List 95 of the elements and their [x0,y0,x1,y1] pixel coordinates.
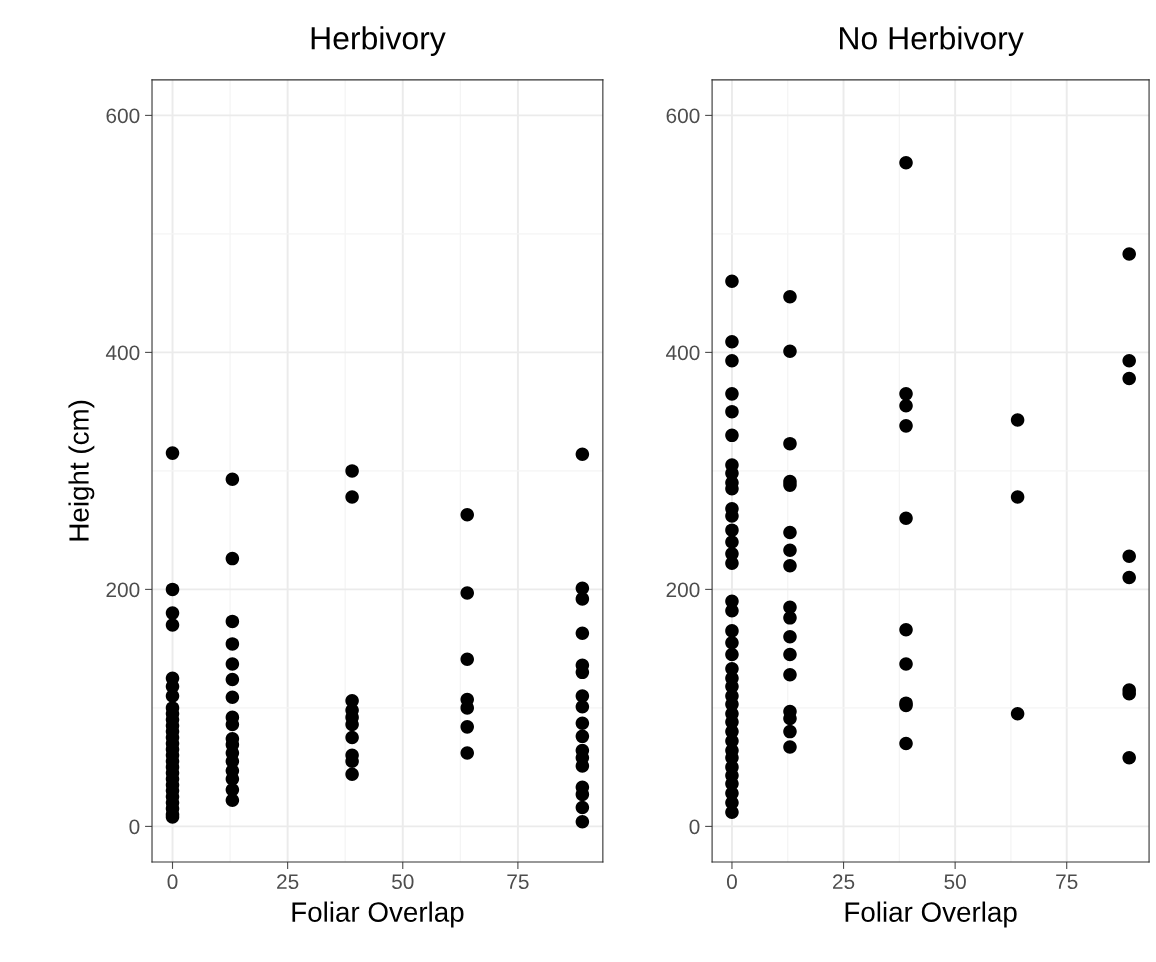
point [575,699,590,714]
point [225,472,240,486]
point [575,592,590,606]
point [725,334,739,349]
point [783,724,797,739]
point [225,614,240,629]
point [783,611,797,625]
point [725,404,739,419]
point [783,630,797,644]
point [725,805,739,819]
point [1010,413,1025,427]
point [1122,247,1136,261]
point [725,387,739,401]
point [1010,490,1025,504]
point [725,274,739,289]
point [899,511,913,526]
point [460,586,474,600]
point [899,398,913,413]
y-tick-label: 400 [666,345,700,361]
point [225,657,240,671]
point [725,428,739,443]
y-tick-label: 600 [666,108,700,124]
point [460,507,474,522]
point [225,690,240,704]
x-tick-label: 25 [277,874,299,890]
point [575,626,590,641]
point [725,635,739,650]
point [225,672,240,687]
point [575,759,590,773]
point [225,637,240,651]
point [725,624,739,638]
point [1122,371,1136,386]
point [783,667,797,682]
point [575,729,590,744]
point [899,419,913,433]
point [165,582,180,597]
x-tick-label: 25 [833,874,855,890]
y-tick-label: 0 [129,819,140,835]
point [783,525,797,540]
point [575,716,590,731]
point [460,652,474,667]
point [1122,353,1136,368]
point [783,344,797,358]
y-tick-label: 0 [689,819,700,835]
point [725,523,739,537]
point [460,746,474,760]
point [783,436,797,451]
y-tick-label: 600 [106,108,140,124]
point [899,387,913,401]
point [783,543,797,558]
y-tick-label: 400 [105,345,140,361]
y-tick-label: 200 [106,582,140,598]
point [575,814,590,829]
point [165,689,180,703]
point [783,558,797,573]
point [1122,750,1136,765]
point [345,464,359,478]
point [225,793,240,808]
point [165,606,180,620]
point [165,618,180,632]
point [899,657,913,671]
point [1122,570,1136,585]
point [1122,549,1136,563]
point [460,720,474,734]
x-tick-label: 75 [1056,874,1078,890]
chart-title: No Herbivory [840,26,1024,56]
y-tick-label: 200 [666,582,700,598]
point [899,736,913,751]
point [345,730,359,745]
point [725,535,739,549]
point [575,800,590,815]
chart-title: Herbivory [311,26,446,56]
point [783,289,797,304]
point [783,647,797,662]
point [165,446,180,460]
x-tick-label: 0 [726,874,737,890]
point [575,447,590,462]
x-tick-label: 0 [167,874,178,890]
point [225,551,240,566]
x-tick-label: 50 [392,874,414,890]
point [725,647,739,662]
point [345,767,359,782]
point [783,740,797,754]
x-tick-label: 75 [507,874,529,890]
x-axis-title: Foliar Overlap [292,901,464,928]
point [899,622,913,637]
point [1010,707,1025,721]
x-tick-label: 50 [944,874,966,890]
point [725,353,739,368]
y-axis-title: Height (cm) [68,400,95,541]
point [460,701,474,715]
point [345,490,359,504]
x-axis-title: Foliar Overlap [845,901,1017,928]
point [725,556,739,571]
point [899,156,913,170]
